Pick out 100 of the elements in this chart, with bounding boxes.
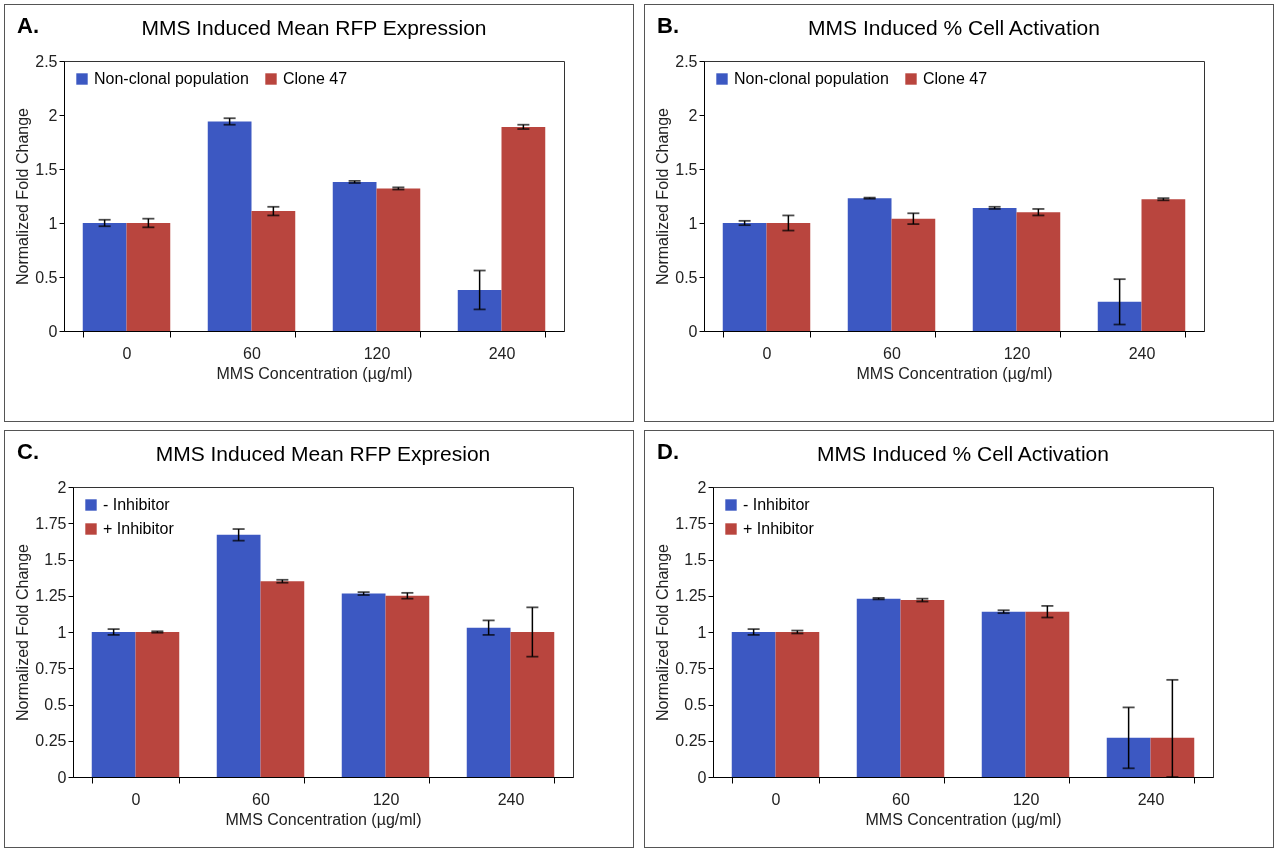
x-tick-label: 0: [771, 790, 781, 808]
x-tick-label: 0: [762, 344, 772, 362]
y-tick-label: 1.75: [675, 514, 707, 532]
y-tick-label: 1.5: [35, 160, 58, 178]
bar: [91, 632, 136, 777]
y-tick-label: 0.5: [684, 696, 707, 713]
x-tick-label: 120: [372, 790, 400, 808]
bar: [135, 632, 180, 777]
bar: [1141, 199, 1186, 331]
bar: [766, 223, 811, 331]
bar: [856, 598, 901, 777]
chart-title: MMS Induced Mean RFP Expresion: [155, 442, 491, 465]
y-axis-title: Normalized Fold Change: [14, 543, 32, 721]
text: B.: [657, 13, 679, 39]
bar: [1025, 611, 1070, 777]
bar: [332, 181, 377, 331]
x-tick-label: 60: [252, 790, 270, 808]
text: C.: [17, 439, 39, 465]
y-tick-label: 1: [48, 214, 58, 232]
chart-title: MMS Induced % Cell Activation: [808, 16, 1100, 39]
x-tick-label: 240: [1128, 344, 1156, 362]
legend-label: - Inhibitor: [743, 496, 811, 513]
bar: [847, 198, 892, 331]
legend-label: + Inhibitor: [743, 520, 815, 537]
legend-label: Non-clonal population: [94, 70, 249, 87]
y-axis-title: Normalized Fold Change: [654, 543, 672, 721]
bar: [510, 632, 555, 777]
x-tick-label: 120: [1003, 344, 1031, 362]
bar: [1106, 737, 1151, 777]
x-tick-label: 240: [488, 344, 516, 362]
y-tick-label: 0.5: [35, 268, 58, 286]
bar: [385, 595, 430, 777]
y-axis-title: Normalized Fold Change: [654, 107, 672, 285]
y-tick-label: 1: [57, 623, 67, 641]
y-tick-label: 2: [57, 478, 67, 496]
y-tick-label: 0.5: [44, 696, 67, 713]
y-tick-label: 2.5: [675, 52, 698, 70]
x-tick-label: 240: [497, 790, 525, 808]
y-tick-label: 0: [48, 322, 58, 340]
bar: [981, 611, 1026, 777]
bar: [207, 121, 252, 331]
bar: [775, 632, 820, 777]
y-tick-label: 2: [48, 106, 58, 124]
x-tick-label: 0: [131, 790, 141, 808]
x-axis-title: MMS Concentration (µg/ml): [225, 810, 422, 828]
y-tick-label: 0: [697, 768, 707, 786]
y-tick-label: 1: [697, 623, 707, 641]
x-tick-label: 60: [892, 790, 910, 808]
legend-label: Clone 47: [283, 70, 348, 87]
bar: [341, 593, 386, 777]
bar: [82, 223, 127, 331]
y-tick-label: 0.25: [675, 732, 707, 750]
y-tick-label: 0: [57, 768, 67, 786]
y-tick-label: 0.5: [675, 268, 698, 286]
bar: [1150, 737, 1195, 777]
legend-label: - Inhibitor: [103, 496, 171, 513]
legend-label: Clone 47: [923, 70, 988, 87]
y-tick-label: 1.5: [44, 551, 67, 568]
x-axis-title: MMS Concentration (µg/ml): [856, 364, 1053, 382]
bar: [457, 289, 502, 331]
x-tick-label: 120: [1012, 790, 1040, 808]
x-tick-label: 240: [1137, 790, 1165, 808]
bar: [900, 600, 945, 777]
chart-title: MMS Induced % Cell Activation: [817, 442, 1109, 465]
y-tick-label: 1.25: [675, 587, 707, 605]
bar: [1016, 212, 1061, 331]
y-tick-label: 0.75: [35, 659, 67, 677]
y-tick-label: 0: [688, 322, 698, 340]
x-axis-title: MMS Concentration (µg/ml): [216, 364, 413, 382]
y-tick-label: 1.75: [35, 514, 67, 532]
bar: [251, 211, 296, 331]
x-axis-title: MMS Concentration (µg/ml): [865, 810, 1062, 828]
bar: [1097, 301, 1142, 331]
legend-label: Non-clonal population: [734, 70, 889, 87]
bar: [376, 188, 421, 331]
y-tick-label: 2: [697, 478, 707, 496]
bar: [126, 223, 171, 331]
y-axis-title: Normalized Fold Change: [14, 107, 32, 285]
x-tick-label: 60: [883, 344, 901, 362]
y-tick-label: 2.5: [35, 52, 58, 70]
legend-label: + Inhibitor: [103, 520, 175, 537]
bar: [972, 207, 1017, 331]
bar: [466, 627, 511, 777]
y-tick-label: 0.75: [675, 659, 707, 677]
y-tick-label: 1.5: [684, 551, 707, 568]
y-tick-label: 0.25: [35, 732, 67, 750]
chart-title: MMS Induced Mean RFP Expression: [141, 16, 487, 39]
text: A.: [17, 13, 39, 39]
bar: [501, 126, 546, 331]
bar: [722, 223, 767, 331]
x-tick-label: 120: [363, 344, 391, 362]
y-tick-label: 1.5: [675, 160, 698, 178]
y-tick-label: 2: [688, 106, 698, 124]
y-tick-label: 1.25: [35, 587, 67, 605]
text: D.: [657, 439, 679, 465]
x-tick-label: 60: [243, 344, 261, 362]
y-tick-label: 1: [688, 214, 698, 232]
bar: [216, 534, 261, 777]
bar: [891, 218, 936, 331]
bar: [731, 632, 776, 777]
